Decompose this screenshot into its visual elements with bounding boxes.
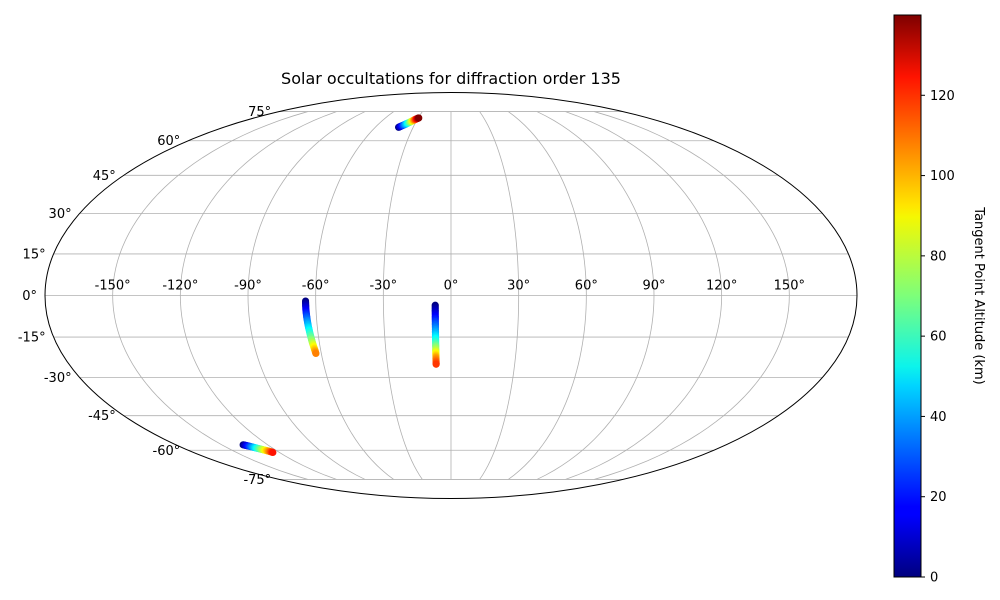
- x-tick-label: -150°: [95, 279, 131, 294]
- x-tick-label: 0°: [444, 279, 459, 294]
- colorbar-tick-label: 80: [930, 249, 947, 264]
- x-tick-label: 90°: [642, 279, 665, 294]
- x-tick-label: -30°: [369, 279, 397, 294]
- longitude-gridline: [179, 111, 337, 480]
- colorbar-ticks: 0 20 40 60 80 100 120: [921, 89, 955, 586]
- colorbar-label: Tangent Point Altitude (km): [971, 206, 986, 384]
- longitude-gridline: [536, 111, 655, 480]
- y-tick-label: 45°: [93, 169, 116, 184]
- map-outline: [44, 92, 858, 499]
- colorbar-tick-label: 40: [930, 410, 947, 425]
- longitude-gridline: [247, 111, 366, 480]
- x-tick-label: 120°: [706, 279, 737, 294]
- colorbar-gradient: [893, 14, 922, 578]
- data-point: [415, 114, 423, 122]
- x-tick-label: -60°: [302, 279, 330, 294]
- y-tick-label: 75°: [248, 105, 271, 120]
- colorbar-tick-label: 20: [930, 490, 947, 505]
- colorbar-tick-label: 60: [930, 330, 947, 345]
- y-tick-label: 60°: [157, 134, 180, 149]
- data-point: [269, 448, 277, 456]
- x-tick-labels: -150° -120° -90° -60° -30° 0° 30° 60° 90° 120° 150…: [95, 279, 805, 294]
- y-tick-label: -15°: [18, 331, 46, 346]
- colorbar-tick-label: 0: [930, 571, 938, 586]
- y-tick-label: -30°: [44, 371, 72, 386]
- grid-lines: [45, 111, 857, 480]
- colorbar-tick-label: 100: [930, 169, 955, 184]
- longitude-gridline: [594, 111, 790, 480]
- x-tick-label: 150°: [774, 279, 805, 294]
- longitude-gridline: [382, 111, 423, 480]
- data-point: [312, 349, 320, 358]
- y-tick-label: 0°: [22, 289, 37, 304]
- x-tick-label: -90°: [234, 279, 262, 294]
- y-tick-label: -75°: [243, 473, 271, 488]
- chart-title: Solar occultations for diffraction order…: [281, 69, 621, 88]
- longitude-gridline: [565, 111, 723, 480]
- colorbar-tick-label: 120: [930, 89, 955, 104]
- y-tick-label: -60°: [153, 444, 181, 459]
- x-tick-label: -120°: [162, 279, 198, 294]
- colorbar: 0 20 40 60 80 100 120 Tangent Point Altitude (…: [893, 14, 986, 586]
- data-points: [239, 114, 440, 456]
- x-tick-label: 60°: [575, 279, 598, 294]
- longitude-gridline: [479, 111, 520, 480]
- longitude-gridline: [508, 111, 587, 480]
- longitude-gridline: [315, 111, 394, 480]
- y-tick-labels: -75° -60° -45° -30° -15° 0° 15° 30° 45° 60° 75°: [18, 105, 271, 488]
- y-tick-label: 15°: [23, 247, 46, 262]
- y-tick-label: -45°: [88, 409, 116, 424]
- y-tick-label: 30°: [49, 207, 72, 222]
- data-point: [432, 360, 440, 368]
- longitude-gridline: [112, 111, 308, 480]
- x-tick-label: 30°: [507, 279, 530, 294]
